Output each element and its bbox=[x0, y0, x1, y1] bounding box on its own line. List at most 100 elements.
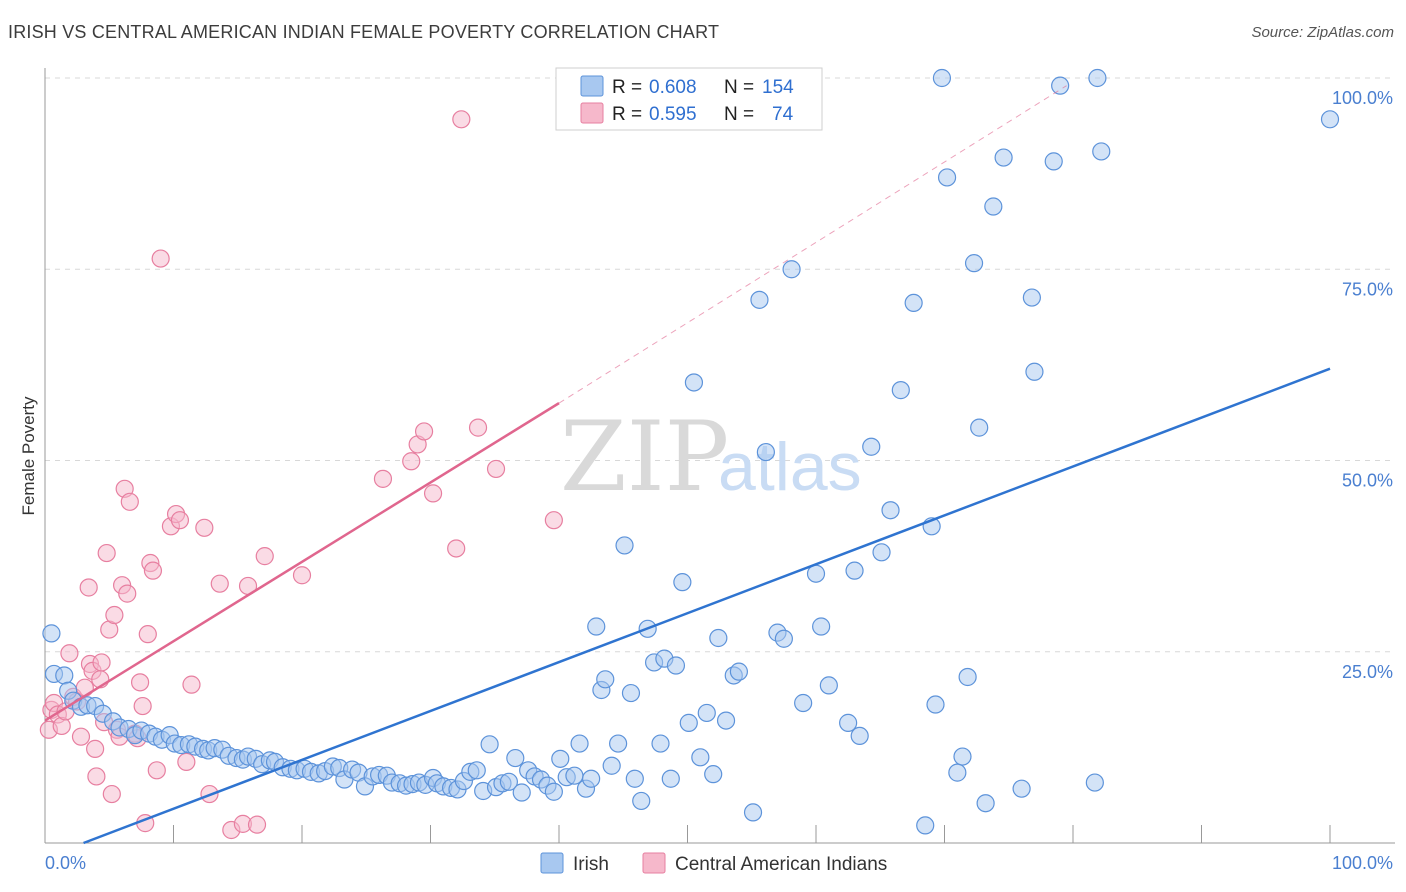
point-irish bbox=[845, 561, 864, 580]
trendline-irish bbox=[83, 367, 1331, 845]
point-irish bbox=[881, 501, 900, 520]
point-irish bbox=[602, 756, 621, 775]
point-irish bbox=[512, 783, 531, 802]
point-irish bbox=[926, 695, 945, 714]
point-central-american-indians bbox=[255, 547, 274, 566]
point-central-american-indians bbox=[60, 644, 79, 663]
point-irish bbox=[480, 735, 499, 754]
point-central-american-indians bbox=[118, 584, 137, 603]
source-label: Source: ZipAtlas.com bbox=[1251, 24, 1394, 41]
point-irish bbox=[729, 662, 749, 681]
point-irish bbox=[632, 791, 651, 811]
point-irish bbox=[872, 543, 891, 562]
point-irish bbox=[651, 734, 670, 753]
point-irish bbox=[862, 437, 881, 456]
series-irish bbox=[42, 68, 1340, 835]
point-irish bbox=[716, 711, 736, 730]
point-irish bbox=[976, 794, 995, 813]
legend-n-value-irish: 154 bbox=[762, 77, 794, 98]
point-central-american-indians bbox=[447, 539, 466, 558]
point-irish bbox=[937, 168, 957, 187]
point-irish bbox=[615, 536, 634, 555]
point-irish bbox=[679, 713, 698, 732]
point-irish bbox=[609, 734, 628, 753]
point-central-american-indians bbox=[147, 761, 166, 780]
point-irish bbox=[953, 747, 972, 766]
y-tick-label: 25.0% bbox=[1342, 662, 1393, 682]
point-irish bbox=[666, 656, 686, 675]
legend-n-label-cai: N = bbox=[724, 104, 754, 125]
point-central-american-indians bbox=[210, 574, 229, 593]
point-central-american-indians bbox=[414, 422, 434, 441]
watermark-atlas: atlas bbox=[718, 429, 862, 505]
point-central-american-indians bbox=[247, 815, 267, 834]
point-central-american-indians bbox=[92, 653, 111, 672]
point-central-american-indians bbox=[468, 418, 488, 437]
point-irish bbox=[587, 617, 606, 636]
point-irish bbox=[1320, 110, 1340, 129]
legend-r-value-irish: 0.608 bbox=[649, 77, 697, 98]
point-irish bbox=[774, 629, 793, 648]
point-irish bbox=[1088, 68, 1107, 88]
point-irish bbox=[994, 148, 1013, 167]
x-tick-labels: 0.0% 100.0% bbox=[45, 853, 1393, 873]
point-irish bbox=[850, 726, 869, 746]
point-central-american-indians bbox=[87, 767, 106, 786]
point-irish bbox=[691, 748, 710, 767]
y-tick-label: 100.0% bbox=[1332, 88, 1393, 108]
point-central-american-indians bbox=[105, 605, 124, 625]
point-irish bbox=[1044, 152, 1063, 171]
point-central-american-indians bbox=[120, 492, 139, 511]
point-irish bbox=[819, 676, 838, 695]
point-central-american-indians bbox=[130, 673, 150, 692]
legend-r-value-cai: 0.595 bbox=[649, 104, 697, 125]
y-tick-label: 50.0% bbox=[1342, 471, 1393, 491]
point-central-american-indians bbox=[143, 561, 163, 580]
point-central-american-indians bbox=[138, 625, 157, 644]
point-irish bbox=[743, 803, 763, 822]
point-irish bbox=[704, 765, 723, 784]
point-central-american-indians bbox=[79, 578, 98, 597]
point-irish bbox=[970, 418, 989, 437]
watermark-zip: ZIP bbox=[560, 401, 729, 513]
y-tick-label: 75.0% bbox=[1342, 279, 1393, 299]
point-irish bbox=[621, 683, 641, 703]
point-irish bbox=[904, 293, 923, 313]
point-irish bbox=[42, 624, 61, 643]
point-irish bbox=[812, 617, 831, 636]
point-irish bbox=[582, 769, 601, 788]
point-central-american-indians bbox=[102, 784, 121, 804]
point-irish bbox=[948, 763, 967, 782]
point-irish bbox=[709, 628, 728, 648]
point-irish bbox=[984, 197, 1003, 216]
bottom-legend-swatch-cai bbox=[642, 852, 666, 874]
legend-swatch-cai bbox=[580, 102, 604, 124]
point-irish bbox=[684, 373, 704, 392]
point-irish bbox=[596, 670, 615, 689]
point-central-american-indians bbox=[182, 675, 201, 694]
legend-r-label-cai: R = bbox=[612, 104, 642, 125]
point-irish bbox=[499, 772, 518, 791]
point-central-american-indians bbox=[486, 459, 506, 479]
gridlines bbox=[45, 77, 1395, 653]
point-central-american-indians bbox=[177, 752, 196, 772]
point-irish bbox=[1022, 288, 1041, 307]
point-irish bbox=[964, 254, 984, 273]
point-irish bbox=[756, 442, 775, 462]
bottom-legend-label-cai: Central American Indians bbox=[675, 854, 887, 875]
point-irish bbox=[1025, 362, 1044, 381]
point-irish bbox=[661, 769, 680, 788]
point-irish bbox=[958, 667, 977, 687]
point-irish bbox=[1092, 142, 1111, 161]
trendline-central-american-indians-extension bbox=[558, 85, 1067, 404]
point-irish bbox=[506, 748, 525, 768]
y-axis-label: Female Poverty bbox=[19, 396, 38, 516]
point-irish bbox=[544, 782, 563, 801]
bottom-legend-swatch-irish bbox=[540, 852, 564, 874]
point-central-american-indians bbox=[170, 511, 190, 530]
point-central-american-indians bbox=[151, 249, 170, 268]
bottom-legend: Irish Central American Indians bbox=[540, 852, 887, 875]
point-irish bbox=[673, 573, 692, 592]
legend-box: R = 0.608 N = 154 R = 0.595 N = 74 bbox=[555, 67, 823, 131]
